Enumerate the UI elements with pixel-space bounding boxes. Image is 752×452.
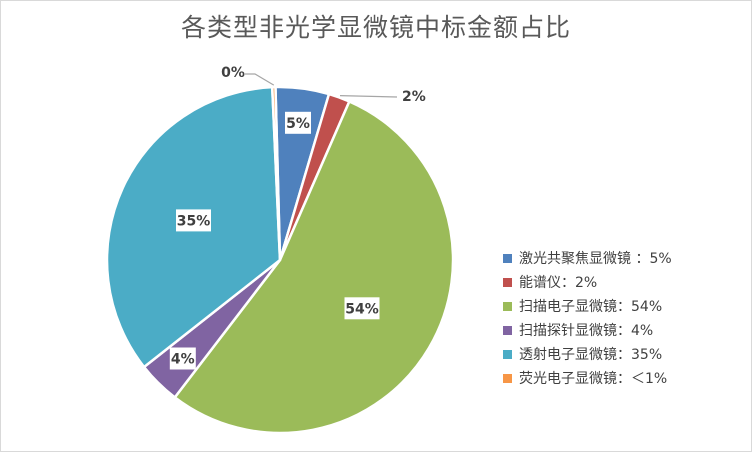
legend: 激光共聚焦显微镜 ：5% 能谱仪：2% 扫描电子显微镜：54% 扫描探针显微镜：4% 透… [503, 246, 748, 390]
legend-label: 能谱仪：2% [519, 275, 598, 291]
leader-line [245, 73, 275, 86]
legend-label: 透射电子显微镜：35% [519, 347, 663, 363]
legend-item: 透射电子显微镜：35% [503, 342, 748, 366]
data-label-background [176, 209, 211, 232]
chart-title: 各类型非光学显微镜中标金额占比 [180, 13, 571, 42]
pie-slice [270, 85, 282, 262]
data-label-background [344, 297, 380, 320]
legend-swatch [503, 349, 512, 359]
legend-swatch [503, 373, 512, 383]
legend-swatch [503, 301, 512, 311]
legend-item: 扫描探针显微镜：4% [503, 318, 748, 342]
data-label-background [285, 111, 311, 134]
legend-item: 扫描电子显微镜：54% [503, 294, 748, 318]
data-label: 0% [221, 65, 245, 81]
legend-item: 荧光电子显微镜：＜1% [503, 366, 748, 390]
legend-swatch [503, 277, 512, 287]
legend-swatch [503, 253, 512, 263]
legend-label: 扫描电子显微镜：54% [519, 299, 663, 315]
data-label-background [169, 347, 196, 370]
pie-slice [173, 100, 455, 435]
data-label: 54% [345, 301, 379, 317]
data-label: 2% [402, 89, 426, 105]
legend-label: 激光共聚焦显微镜 ：5% [519, 251, 672, 267]
legend-label: 扫描探针显微镜：4% [519, 323, 654, 339]
legend-swatch [503, 325, 512, 335]
legend-item: 能谱仪：2% [503, 270, 748, 294]
data-label: 35% [177, 213, 211, 229]
leader-line [339, 95, 398, 98]
legend-item: 激光共聚焦显微镜 ：5% [503, 246, 748, 270]
data-label: 5% [286, 116, 310, 132]
data-label: 4% [171, 352, 195, 368]
legend-label: 荧光电子显微镜：＜1% [519, 371, 668, 387]
